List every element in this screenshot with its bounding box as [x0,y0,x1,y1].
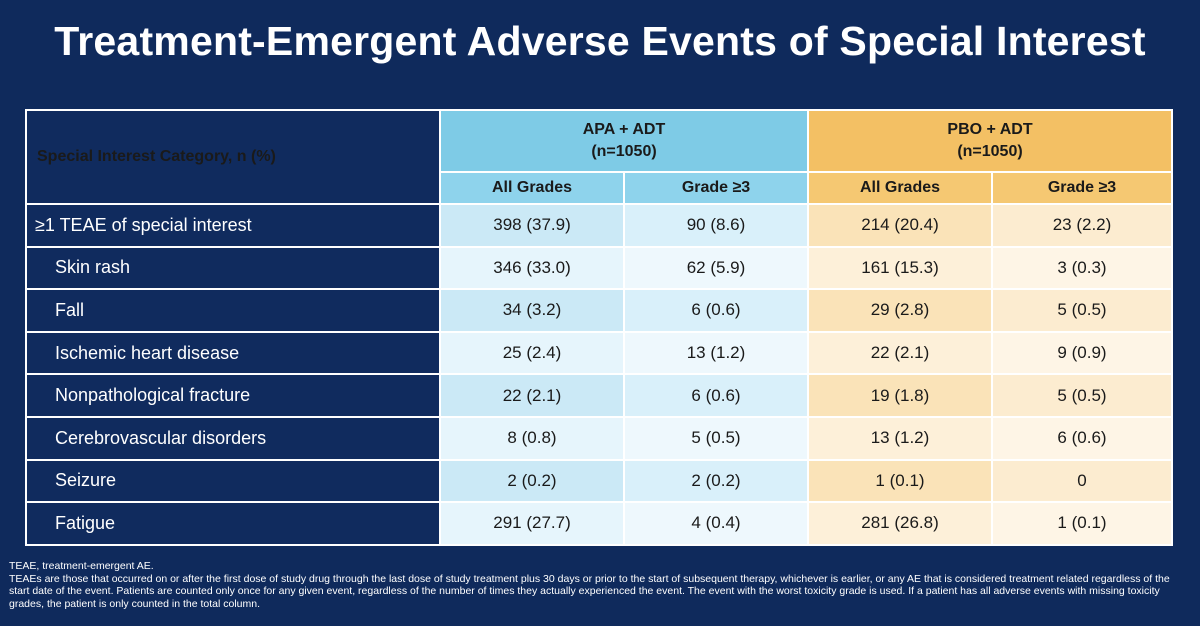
cell-apa-g3: 5 (0.5) [623,415,809,461]
cell-apa-all: 346 (33.0) [439,245,625,291]
cell-apa-all: 291 (27.7) [439,501,625,546]
cell-pbo-g3: 5 (0.5) [991,288,1173,333]
footnote-definition: TEAEs are those that occurred on or afte… [9,572,1170,610]
cell-apa-all: 34 (3.2) [439,288,625,333]
cell-apa-g3: 62 (5.9) [623,245,809,291]
pbo-group-header: PBO + ADT (n=1050) [807,109,1173,173]
table-row: Cerebrovascular disorders 8 (0.8) 5 (0.5… [25,415,1173,461]
pbo-group-n: (n=1050) [957,143,1023,160]
table-row: Fall 34 (3.2) 6 (0.6) 29 (2.8) 5 (0.5) [25,288,1173,333]
cell-pbo-g3: 23 (2.2) [991,203,1173,248]
cell-pbo-all: 22 (2.1) [807,330,993,376]
cell-apa-all: 22 (2.1) [439,373,625,418]
cell-pbo-g3: 6 (0.6) [991,415,1173,461]
apa-group-header: APA + ADT (n=1050) [439,109,809,173]
subheader-row: All Grades Grade ≥3 All Grades Grade ≥3 [26,171,1173,205]
footnote-abbreviation: TEAE, treatment-emergent AE. [9,560,154,572]
cell-pbo-g3: 1 (0.1) [991,501,1173,546]
row-label: Skin rash [25,245,441,291]
table-row: Skin rash 346 (33.0) 62 (5.9) 161 (15.3)… [25,245,1173,291]
table-row: ≥1 TEAE of special interest 398 (37.9) 9… [25,203,1173,248]
corner-label: Special Interest Category, n (%) [25,109,441,205]
cell-apa-g3: 6 (0.6) [623,373,809,418]
cell-pbo-g3: 0 [991,458,1173,504]
table-row: Seizure 2 (0.2) 2 (0.2) 1 (0.1) 0 [25,458,1173,504]
row-label: Fall [25,288,441,333]
cell-apa-all: 398 (37.9) [439,203,625,248]
table-row: Nonpathological fracture 22 (2.1) 6 (0.6… [25,373,1173,418]
cell-pbo-all: 19 (1.8) [807,373,993,418]
cell-pbo-all: 1 (0.1) [807,458,993,504]
cell-apa-all: 2 (0.2) [439,458,625,504]
pbo-group-name: PBO + ADT [947,121,1033,138]
cell-pbo-all: 161 (15.3) [807,245,993,291]
apa-group-n: (n=1050) [591,143,657,160]
table-row: Ischemic heart disease 25 (2.4) 13 (1.2)… [25,330,1173,376]
adverse-events-table: Special Interest Category, n (%) APA + A… [25,109,1173,546]
table-row: Fatigue 291 (27.7) 4 (0.4) 281 (26.8) 1 … [25,501,1173,546]
slide-title: Treatment-Emergent Adverse Events of Spe… [54,18,1146,64]
cell-apa-all: 8 (0.8) [439,415,625,461]
cell-pbo-all: 281 (26.8) [807,501,993,546]
row-label: Cerebrovascular disorders [25,415,441,461]
row-label: Ischemic heart disease [25,330,441,376]
pbo-all-grades-header: All Grades [807,171,993,205]
cell-apa-g3: 13 (1.2) [623,330,809,376]
cell-apa-g3: 2 (0.2) [623,458,809,504]
cell-pbo-all: 214 (20.4) [807,203,993,248]
cell-pbo-all: 13 (1.2) [807,415,993,461]
cell-pbo-all: 29 (2.8) [807,288,993,333]
pbo-grade3-header: Grade ≥3 [991,171,1173,205]
apa-all-grades-header: All Grades [439,171,625,205]
footnotes: TEAE, treatment-emergent AE. TEAEs are t… [9,560,1189,610]
cell-apa-g3: 6 (0.6) [623,288,809,333]
apa-grade3-header: Grade ≥3 [623,171,809,205]
cell-apa-g3: 90 (8.6) [623,203,809,248]
row-label: Fatigue [25,501,441,546]
apa-group-name: APA + ADT [582,121,666,138]
cell-apa-all: 25 (2.4) [439,330,625,376]
cell-pbo-g3: 5 (0.5) [991,373,1173,418]
row-label: ≥1 TEAE of special interest [25,203,441,248]
cell-pbo-g3: 9 (0.9) [991,330,1173,376]
row-label: Seizure [25,458,441,504]
group-header-row: Special Interest Category, n (%) APA + A… [25,109,1173,205]
cell-pbo-g3: 3 (0.3) [991,245,1173,291]
cell-apa-g3: 4 (0.4) [623,501,809,546]
row-label: Nonpathological fracture [25,373,441,418]
